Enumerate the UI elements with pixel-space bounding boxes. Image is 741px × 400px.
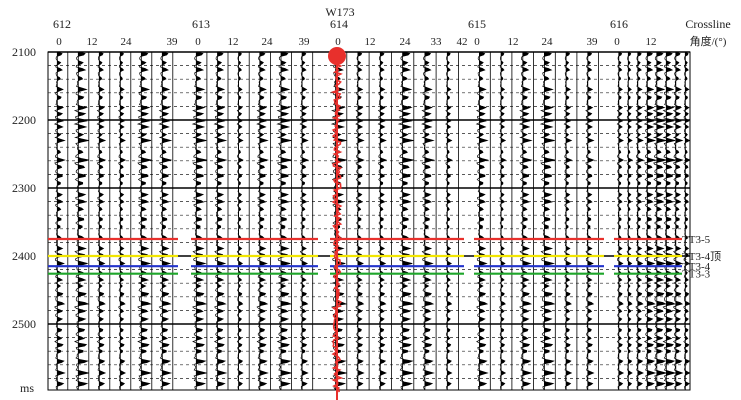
- angle-tick-label: 24: [542, 36, 554, 48]
- horizon-lines: [48, 237, 682, 275]
- wiggle-trace: [397, 51, 415, 390]
- angle-tick-label: 0: [614, 36, 620, 48]
- wiggle-trace: [96, 51, 107, 390]
- well-marker: [328, 47, 346, 65]
- horizon-label: TT3-4: [682, 261, 711, 273]
- wiggle-trace: [563, 51, 573, 390]
- wiggle-trace: [672, 51, 684, 390]
- wiggle-trace: [236, 51, 244, 390]
- angle-tick-label: 12: [508, 36, 519, 48]
- horizon-label: TT3-5: [682, 234, 711, 246]
- wiggle-trace: [652, 51, 667, 390]
- well-log-curve: [330, 61, 344, 393]
- angle-tick-label: 12: [646, 36, 657, 48]
- horizon-label: TT3-4顶: [682, 250, 721, 263]
- angle-tick-label: 39: [299, 36, 311, 48]
- crossline-number: 616: [610, 17, 628, 31]
- well-log: [328, 47, 346, 400]
- wiggle-trace: [73, 51, 90, 390]
- crossline-number: 615: [468, 17, 486, 31]
- wiggle-trace: [683, 51, 691, 390]
- time-tick-label: 2100: [12, 45, 36, 59]
- wiggle-trace: [518, 51, 533, 390]
- angle-tick-label: 24: [262, 36, 274, 48]
- wiggle-trace: [585, 51, 595, 390]
- wiggle-trace: [276, 51, 293, 390]
- angle-tick-label: 39: [167, 36, 179, 48]
- angle-tick-label: 33: [431, 36, 443, 48]
- wiggle-trace: [355, 51, 365, 390]
- figure-labels: TT3-5TT3-4顶TT3-4TT3-32100220023002400250…: [12, 5, 731, 395]
- wiggle-trace: [377, 51, 388, 390]
- angle-tick-label: 24: [400, 36, 412, 48]
- angle-tick-label: 42: [457, 36, 468, 48]
- wiggle-trace: [53, 51, 66, 390]
- wiggle-trace: [117, 51, 127, 390]
- wiggle-trace: [158, 51, 173, 390]
- wiggle-trace: [421, 51, 435, 390]
- angle-tick-label: 0: [335, 36, 341, 48]
- angle-tick-label: 0: [195, 36, 201, 48]
- wiggle-trace: [539, 51, 556, 390]
- wiggle-trace: [136, 51, 152, 390]
- wiggle-trace: [330, 51, 348, 390]
- angle-tick-label: 12: [228, 36, 239, 48]
- time-tick-label: 2500: [12, 317, 36, 331]
- crossline-number: 613: [192, 17, 210, 31]
- wiggle-trace: [635, 51, 645, 390]
- wiggle-trace: [256, 51, 269, 390]
- wiggle-trace: [616, 51, 625, 390]
- crossline-number: 614: [330, 17, 348, 31]
- wiggle-trace: [498, 51, 507, 390]
- time-tick-label: 2200: [12, 113, 36, 127]
- angle-tick-label: 0: [56, 36, 62, 48]
- angle-tick-label: 0: [474, 36, 480, 48]
- angle-axis-title: 角度/(°): [690, 34, 727, 48]
- wiggle-trace: [643, 51, 657, 390]
- horizon-label: TT3-3: [682, 269, 711, 281]
- crossline-number: 612: [53, 17, 71, 31]
- time-tick-label: 2300: [12, 181, 36, 195]
- wiggle-trace: [191, 51, 208, 390]
- wiggle-trace: [662, 51, 677, 390]
- time-tick-label: 2400: [12, 249, 36, 263]
- time-unit-label: ms: [20, 381, 34, 395]
- angle-tick-label: 12: [365, 36, 376, 48]
- wiggle-trace: [626, 51, 633, 390]
- wiggle-trace: [299, 51, 309, 390]
- well-name: W173: [325, 5, 354, 19]
- seismic-traces: [53, 51, 691, 390]
- crossline-axis-title: Crossline: [685, 17, 730, 31]
- angle-tick-label: 12: [87, 36, 98, 48]
- angle-tick-label: 24: [121, 36, 133, 48]
- wiggle-trace: [475, 51, 489, 390]
- angle-tick-label: 39: [587, 36, 599, 48]
- wiggle-trace: [445, 51, 453, 390]
- wiggle-trace: [213, 51, 228, 390]
